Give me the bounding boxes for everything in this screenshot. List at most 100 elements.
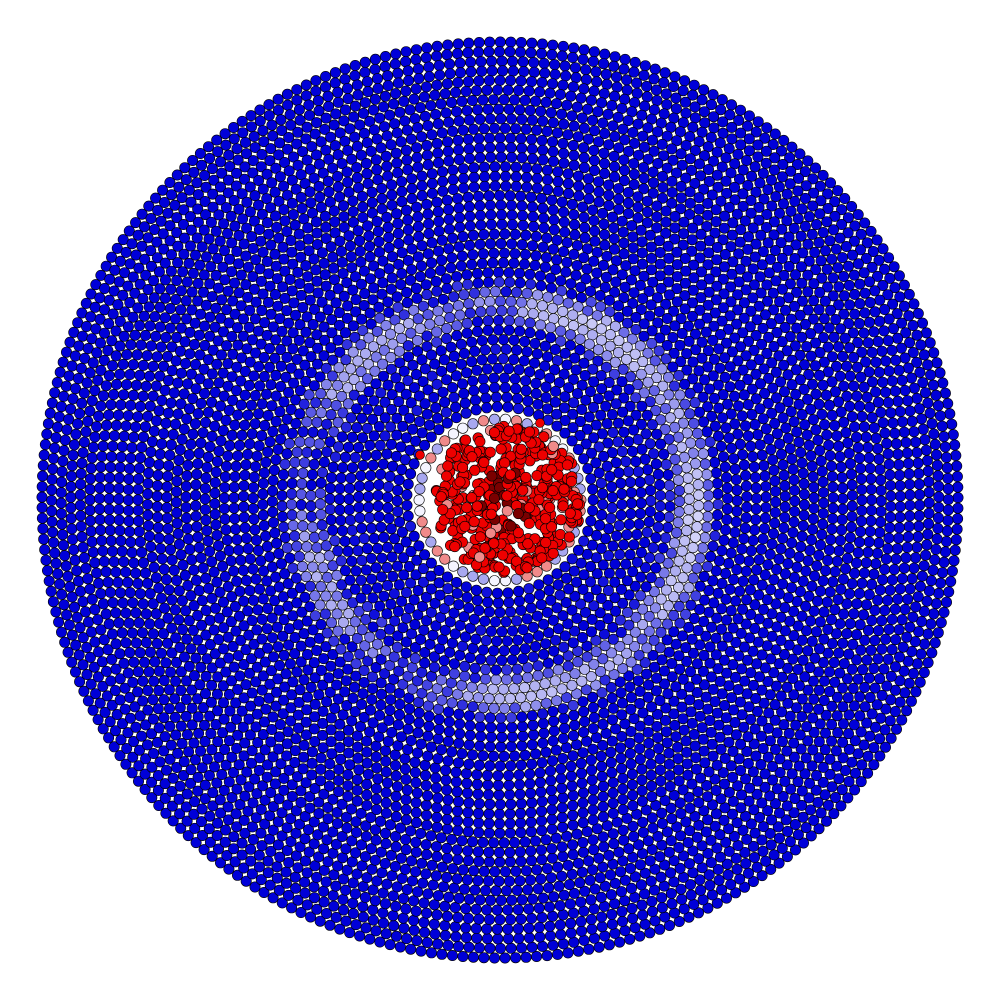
blue-particle xyxy=(289,871,301,883)
blue-particle xyxy=(428,918,440,930)
blue-particle xyxy=(588,155,600,167)
blue-particle xyxy=(867,246,879,258)
blue-particle xyxy=(577,53,589,65)
blue-particle xyxy=(192,408,204,420)
blue-particle xyxy=(835,461,847,473)
blue-particle xyxy=(711,842,723,854)
blue-particle xyxy=(264,155,276,167)
blue-particle xyxy=(930,543,942,555)
blue-particle xyxy=(461,105,473,117)
blue-particle xyxy=(916,615,928,627)
blue-particle xyxy=(874,750,886,762)
blue-particle xyxy=(250,812,262,824)
blue-particle xyxy=(146,761,158,773)
blue-particle xyxy=(893,522,905,534)
blue-particle xyxy=(645,769,657,781)
blue-particle xyxy=(598,158,610,170)
blue-particle xyxy=(319,81,331,93)
blue-particle xyxy=(204,836,216,848)
blue-particle xyxy=(157,228,169,240)
blue-particle xyxy=(919,387,931,399)
blue-particle xyxy=(917,377,929,389)
blue-particle xyxy=(132,483,144,495)
blue-particle xyxy=(319,123,331,135)
blue-particle xyxy=(146,260,158,272)
blue-particle xyxy=(694,170,706,182)
blue-particle xyxy=(535,105,547,117)
blue-particle xyxy=(803,777,815,789)
blue-particle xyxy=(866,708,878,720)
blue-particle xyxy=(159,778,171,790)
blue-particle xyxy=(283,132,295,144)
blue-particle xyxy=(133,760,145,772)
blue-particle xyxy=(737,188,749,200)
blue-particle xyxy=(593,186,605,198)
blue-particle xyxy=(441,823,453,835)
blue-particle xyxy=(186,286,198,298)
blue-particle xyxy=(648,104,660,116)
blue-particle xyxy=(915,339,927,351)
blue-particle xyxy=(541,950,553,962)
blue-particle xyxy=(818,313,830,325)
blue-particle xyxy=(902,395,914,407)
blue-particle xyxy=(127,676,139,688)
blue-particle xyxy=(502,84,514,96)
blue-particle xyxy=(435,744,447,756)
blue-particle xyxy=(541,863,553,875)
blue-particle xyxy=(578,211,590,223)
blue-particle xyxy=(536,805,548,817)
blue-particle xyxy=(592,106,604,118)
blue-particle xyxy=(528,56,540,68)
blue-particle xyxy=(380,150,392,162)
blue-particle xyxy=(813,304,825,316)
blue-particle xyxy=(654,247,666,259)
blue-particle xyxy=(420,52,432,64)
blue-particle xyxy=(892,332,904,344)
blue-particle xyxy=(660,88,672,100)
blue-particle xyxy=(489,866,501,878)
blue-particle xyxy=(244,584,256,596)
blue-particle xyxy=(740,480,752,492)
blue-particle xyxy=(410,54,422,66)
blue-particle xyxy=(218,784,230,796)
blue-particle xyxy=(894,291,906,303)
blue-particle xyxy=(686,633,698,645)
blue-particle xyxy=(636,247,648,259)
blue-particle xyxy=(206,163,218,175)
blue-particle xyxy=(596,770,608,782)
blue-particle xyxy=(291,138,303,150)
blue-particle xyxy=(124,526,136,538)
blue-particle xyxy=(456,835,468,847)
blue-particle xyxy=(802,286,814,298)
blue-particle xyxy=(503,875,515,887)
blue-particle xyxy=(191,468,203,480)
blue-particle xyxy=(322,90,334,102)
blue-particle xyxy=(922,528,934,540)
blue-particle xyxy=(323,780,335,792)
blue-particle xyxy=(171,507,183,519)
blue-particle xyxy=(231,143,243,155)
blue-particle xyxy=(720,892,732,904)
blue-particle xyxy=(204,810,216,822)
blue-particle xyxy=(549,59,561,71)
blue-particle xyxy=(598,229,610,241)
blue-particle xyxy=(696,94,708,106)
blue-particle xyxy=(125,452,137,464)
blue-particle xyxy=(392,228,404,240)
blue-particle xyxy=(246,614,258,626)
blue-particle xyxy=(265,379,277,391)
blue-particle xyxy=(336,830,348,842)
blue-particle xyxy=(386,179,398,191)
blue-particle xyxy=(282,799,294,811)
blue-particle xyxy=(542,184,554,196)
blue-particle xyxy=(374,936,386,948)
blue-particle xyxy=(473,759,485,771)
blue-particle xyxy=(638,141,650,153)
blue-particle xyxy=(305,911,317,923)
blue-particle xyxy=(70,428,82,440)
blue-particle xyxy=(915,413,927,425)
blue-particle xyxy=(547,117,559,129)
blue-particle xyxy=(427,879,439,891)
blue-particle xyxy=(350,847,362,859)
blue-particle xyxy=(626,220,638,232)
